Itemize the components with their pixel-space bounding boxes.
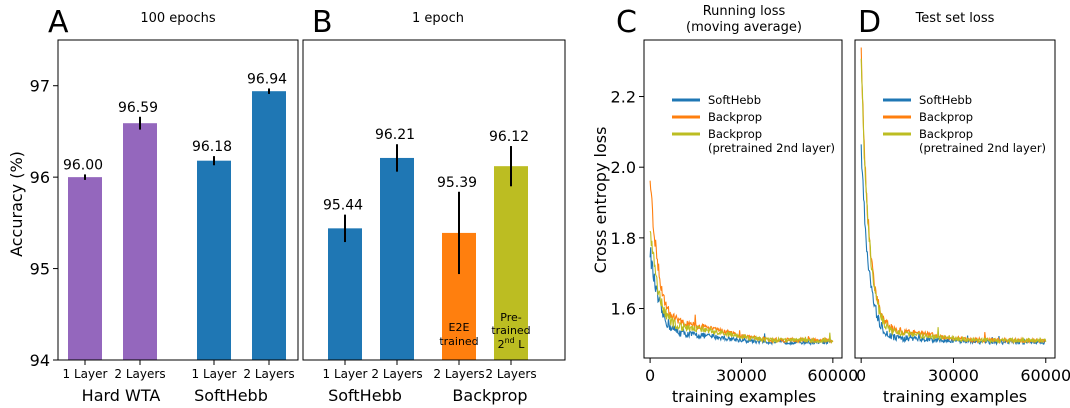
value-label: 96.18: [192, 139, 232, 155]
legend-label: Backprop: [919, 127, 973, 141]
panel-d-letter: D: [858, 5, 881, 40]
y-tick-label: 2.2: [611, 88, 636, 107]
y-tick-label: 97: [30, 77, 50, 96]
legend-label: Backprop: [708, 127, 762, 141]
panel-c-marks: 0 30000 60000 1.6 1.8 2.0 2.2 SoftHebb Backprop B…: [611, 88, 859, 385]
panel-a-letter: A: [48, 5, 69, 40]
series-line: [649, 180, 834, 345]
bar-annotation: trained: [439, 335, 478, 348]
legend-label: SoftHebb: [919, 93, 972, 107]
panel-c-title-line2: (moving average): [686, 20, 802, 35]
series-line: [649, 247, 834, 346]
bar-annotation: E2E: [449, 321, 470, 334]
series-line: [860, 58, 1047, 345]
value-label: 95.39: [437, 175, 477, 191]
y-tick-label: 1.8: [611, 229, 636, 248]
panel-b-letter: B: [312, 5, 333, 40]
legend-label: Backprop: [708, 110, 762, 124]
x-tick-label: 2 Layers: [243, 367, 294, 381]
legend-label: Backprop: [919, 110, 973, 124]
x-tick-label: 60000: [807, 366, 858, 385]
x-tick-label: 0: [856, 366, 866, 385]
panel-c-xlabel: training examples: [672, 387, 816, 406]
x-tick-label: 2 Layers: [485, 367, 536, 381]
x-tick-label: 30000: [716, 366, 767, 385]
panel-a-ylabel: Accuracy (%): [7, 151, 26, 257]
x-tick-label: 2 Layers: [433, 367, 484, 381]
legend-label: (pretrained 2nd layer): [708, 141, 835, 155]
panel-d-frame: [854, 39, 1056, 359]
x-tick-label: 0: [645, 366, 655, 385]
series-line: [649, 230, 834, 344]
x-tick-label: 2 Layers: [371, 367, 422, 381]
bar: [380, 157, 414, 360]
panel-a-frame: [57, 39, 299, 361]
panel-c-frame: [643, 39, 843, 359]
panel-c: C Running loss (moving average) Cross en…: [591, 4, 858, 406]
series-line: [860, 144, 1047, 346]
group-label: SoftHebb: [194, 386, 268, 405]
y-tick-label: 1.6: [611, 300, 636, 319]
panel-a-title: 100 epochs: [140, 11, 216, 26]
panel-b: B 1 epoch SoftHebb 95.44 1 Layer 96.21 2 Lay…: [302, 5, 566, 405]
panel-a: A 100 epochs Accuracy (%) 94 95 96 97 Hard W…: [7, 5, 299, 405]
bar: [68, 177, 102, 360]
y-tick-label: 94: [30, 351, 50, 370]
panel-c-letter: C: [616, 5, 637, 40]
x-tick-label: 2 Layers: [114, 367, 165, 381]
y-tick-label: 95: [30, 260, 50, 279]
legend-label: SoftHebb: [708, 93, 761, 107]
bar-annotation: trained: [491, 324, 530, 337]
y-tick-label: 2.0: [611, 158, 636, 177]
panel-d-marks: 0 30000 60000SoftHebbBackpropBackprop(pret…: [856, 47, 1070, 385]
value-label: 96.21: [375, 127, 415, 143]
x-tick-label: 1 Layer: [323, 367, 368, 381]
bar: [252, 91, 286, 360]
bar: [328, 228, 362, 360]
legend-label: (pretrained 2nd layer): [919, 141, 1046, 155]
panel-c-ylabel: Cross entropy loss: [591, 127, 610, 274]
value-label: 96.59: [118, 100, 158, 116]
value-label: 95.44: [323, 198, 363, 214]
panel-d-xlabel: training examples: [883, 387, 1027, 406]
bar: [197, 160, 231, 360]
x-tick-label: 60000: [1020, 366, 1070, 385]
panel-b-frame: [302, 39, 566, 361]
bar-annotation: Pre-: [500, 311, 521, 324]
series-line: [860, 47, 1046, 345]
panel-d: D Test set loss training examples 0 30000…: [854, 5, 1070, 406]
x-tick-label: 1 Layer: [63, 367, 108, 381]
bar: [494, 166, 528, 360]
y-tick-label: 96: [30, 168, 50, 187]
bar: [123, 123, 157, 360]
panel-b-marks: SoftHebb 95.44 1 Layer 96.21 2 Layers Backpro…: [323, 127, 537, 405]
group-label: Backprop: [452, 386, 527, 405]
panel-c-title-line1: Running loss: [703, 4, 786, 19]
value-label: 96.94: [247, 71, 287, 87]
group-label: Hard WTA: [82, 386, 161, 405]
panel-d-title: Test set loss: [915, 11, 995, 26]
x-tick-label: 30000: [928, 366, 979, 385]
panel-a-marks: 94 95 96 97 Hard WTA 96.00 1 Layer 96.59 2 Layer…: [30, 71, 295, 405]
value-label: 96.00: [63, 157, 103, 173]
panel-b-title: 1 epoch: [412, 11, 464, 26]
x-tick-label: 1 Layer: [192, 367, 237, 381]
value-label: 96.12: [489, 129, 529, 145]
group-label: SoftHebb: [328, 386, 402, 405]
bar-annotation: 2nd L: [498, 336, 526, 351]
